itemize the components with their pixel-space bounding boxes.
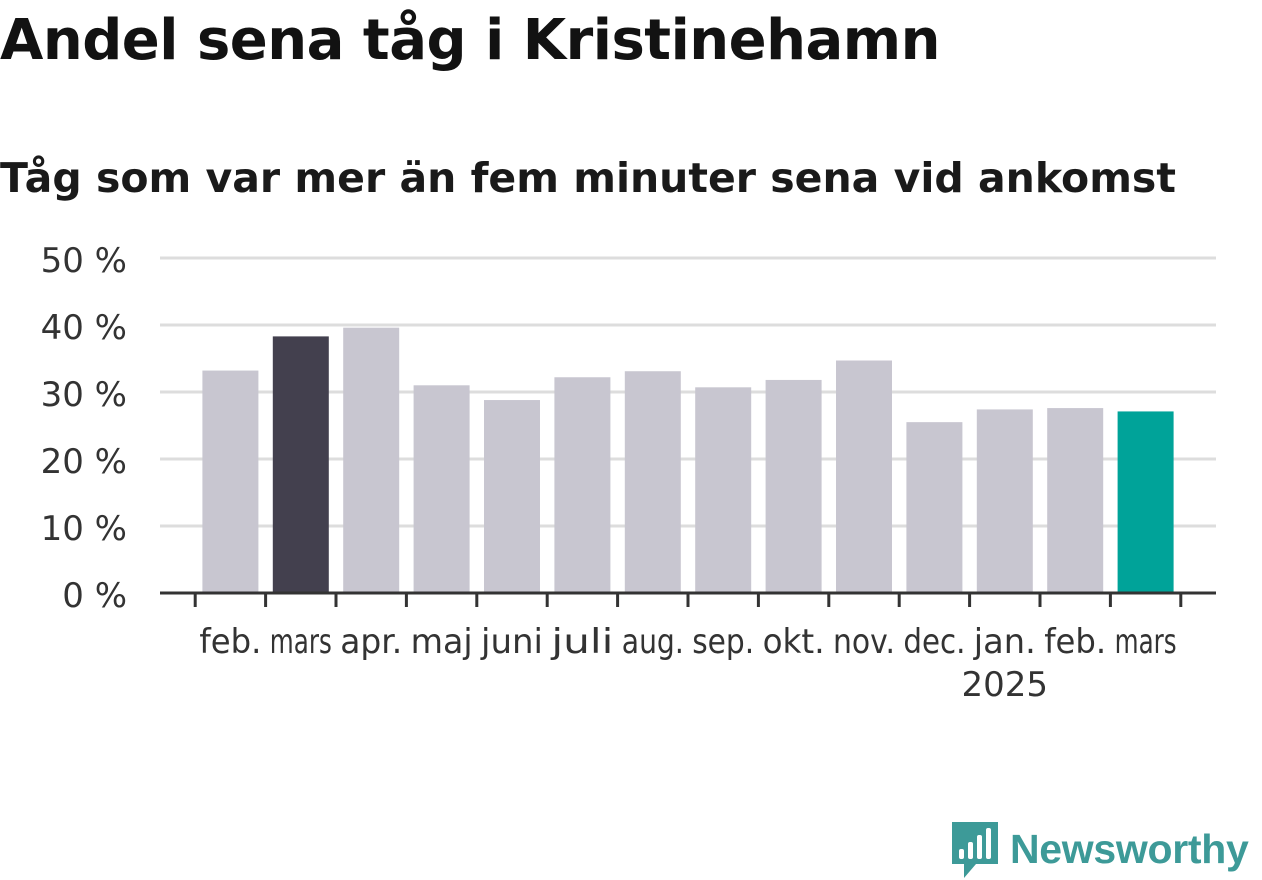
bar — [906, 422, 963, 593]
bar — [413, 385, 470, 593]
bar — [765, 379, 822, 593]
bar — [624, 371, 681, 593]
y-tick-label: 30 % — [41, 375, 127, 415]
x-tick-label: nov. — [833, 622, 895, 662]
chart-title: Andel sena tåg i Kristinehamn — [0, 8, 941, 73]
x-axis-tick-labels: feb. mars apr. maj juni juli aug. sep. okt. nov. d… — [199, 622, 1176, 705]
y-tick-label: 10 % — [41, 509, 127, 549]
bars — [202, 327, 1174, 593]
x-tick-label: juni — [480, 622, 543, 662]
x-tick-label: mars — [1115, 622, 1177, 662]
bar — [272, 336, 329, 593]
newsworthy-logo-icon — [952, 822, 998, 878]
x-tick-label: okt. — [763, 622, 825, 662]
bar — [695, 387, 752, 593]
bar — [1047, 408, 1104, 593]
y-tick-label: 0 % — [62, 576, 127, 616]
bar — [976, 409, 1033, 593]
bar — [343, 327, 400, 593]
x-tick-label: juli — [550, 622, 613, 662]
x-tick-label: sep. — [692, 622, 754, 662]
x-tick-label: mars — [270, 622, 332, 662]
y-axis-tick-labels: 0 % 10 % 20 % 30 % 40 % 50 % — [41, 241, 127, 616]
y-tick-label: 20 % — [41, 442, 127, 482]
newsworthy-logo: Newsworthy — [950, 818, 1249, 880]
y-tick-label: 50 % — [41, 241, 127, 281]
y-tick-label: 40 % — [41, 308, 127, 348]
x-tick-label: jan. — [973, 622, 1036, 662]
chart-subtitle: Tåg som var mer än fem minuter sena vid … — [0, 154, 1176, 202]
bar — [554, 377, 611, 593]
bar — [836, 360, 892, 593]
x-tick-label: feb. — [1044, 622, 1106, 662]
x-tick-label: apr. — [340, 622, 402, 662]
x-tick-label: dec. — [903, 622, 965, 662]
bar — [1117, 411, 1174, 593]
bar — [484, 400, 540, 593]
grid-lines — [160, 256, 1216, 528]
x-tick-label: aug. — [622, 622, 684, 662]
x-tick-label: maj — [411, 622, 473, 662]
x-tick-label: feb. — [199, 622, 261, 662]
x-year-label: 2025 — [962, 665, 1049, 705]
bar — [202, 370, 259, 593]
brand-name: Newsworthy — [1010, 825, 1249, 872]
x-axis — [160, 591, 1216, 607]
